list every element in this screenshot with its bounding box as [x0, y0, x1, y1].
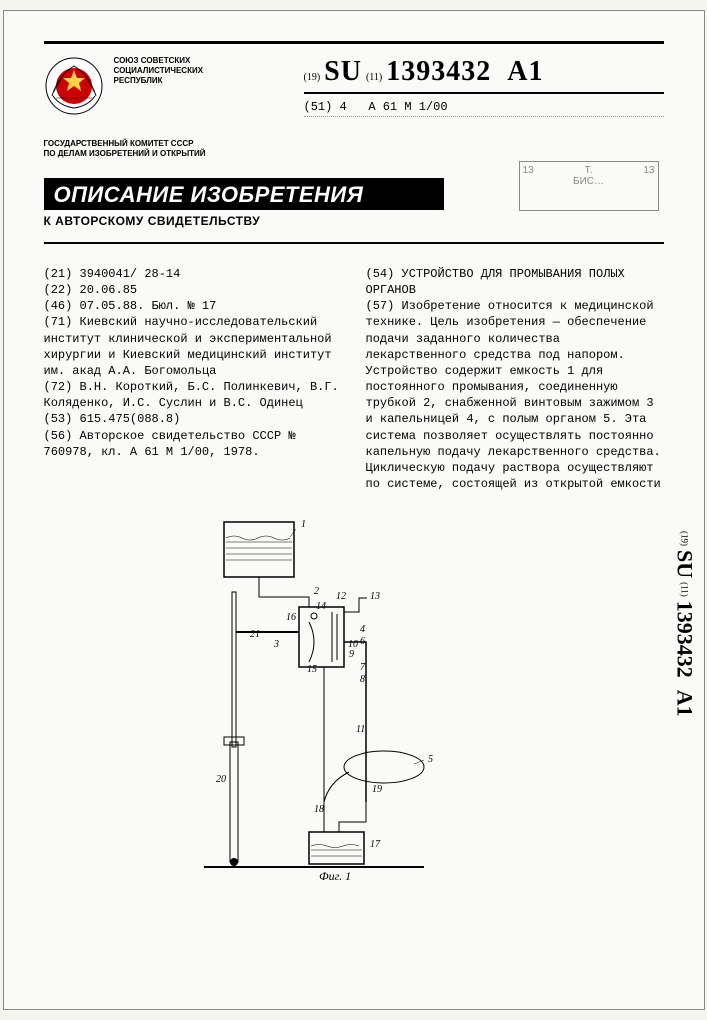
union-line: СОЮЗ СОВЕТСКИХ	[114, 56, 254, 66]
field-56: (56) Авторское свидетельство СССР № 7609…	[44, 428, 342, 460]
svg-text:15: 15	[307, 664, 317, 675]
svg-text:21: 21	[250, 629, 260, 640]
svg-text:7: 7	[360, 662, 366, 673]
bibliographic-columns: (21) 3940041/ 28-14 (22) 20.06.85 (46) 0…	[44, 266, 664, 493]
field-46: (46) 07.05.88. Бюл. № 17	[44, 298, 342, 314]
svg-text:17: 17	[370, 839, 381, 850]
ipc-code: A 61 M 1/00	[368, 100, 447, 114]
ussr-emblem-icon	[44, 56, 104, 116]
svg-text:9: 9	[349, 649, 354, 660]
right-column: (54) УСТРОЙСТВО ДЛЯ ПРОМЫВАНИЯ ПОЛЫХ ОРГ…	[366, 266, 664, 493]
field-21: (21) 3940041/ 28-14	[44, 266, 342, 282]
field-72: (72) В.Н. Короткий, Б.С. Полинкевич, В.Г…	[44, 379, 342, 411]
left-column: (21) 3940041/ 28-14 (22) 20.06.85 (46) 0…	[44, 266, 342, 493]
spine-kind: A1	[673, 690, 698, 717]
spine-country-prefix: (19)	[680, 531, 690, 546]
spine-country: SU	[673, 550, 698, 578]
field-57: (57) Изобретение относится к медицинской…	[366, 298, 664, 492]
patent-page: СОЮЗ СОВЕТСКИХ СОЦИАЛИСТИЧЕСКИХ РЕСПУБЛИ…	[3, 10, 705, 1010]
main-title: ОПИСАНИЕ ИЗОБРЕТЕНИЯ	[44, 178, 444, 210]
svg-text:6: 6	[360, 636, 365, 647]
library-stamp: 13 Т. 13 БИС…	[519, 161, 659, 211]
header: СОЮЗ СОВЕТСКИХ СОЦИАЛИСТИЧЕСКИХ РЕСПУБЛИ…	[44, 56, 664, 117]
stamp-text: БИС…	[523, 176, 655, 187]
svg-text:10: 10	[348, 639, 358, 650]
union-line: РЕСПУБЛИК	[114, 76, 254, 86]
svg-text:12: 12	[336, 591, 346, 602]
stamp-t: Т.	[585, 165, 593, 176]
spine-number: (19) SU (11) 1393432 A1	[672, 531, 698, 717]
union-line: СОЦИАЛИСТИЧЕСКИХ	[114, 66, 254, 76]
stamp-num: 13	[643, 165, 654, 176]
svg-text:2: 2	[314, 586, 319, 597]
svg-text:4: 4	[360, 624, 365, 635]
apparatus-diagram-icon: 1 2 3 4 5 6 7 8 9 10 11 12 13 14 15 16 1…	[164, 502, 464, 882]
field-53: (53) 615.475(088.8)	[44, 411, 342, 427]
union-text: СОЮЗ СОВЕТСКИХ СОЦИАЛИСТИЧЕСКИХ РЕСПУБЛИ…	[114, 56, 254, 117]
svg-text:19: 19	[372, 784, 382, 795]
field-22: (22) 20.06.85	[44, 282, 342, 298]
spine-patent-number: 1393432	[673, 601, 698, 678]
document-number: (19) SU (11) 1393432 A1	[304, 56, 664, 94]
ipc-classification: (51) 4 A 61 M 1/00	[304, 100, 664, 117]
svg-text:13: 13	[370, 591, 380, 602]
country-prefix: (19)	[304, 72, 321, 83]
svg-text:8: 8	[360, 674, 365, 685]
svg-text:11: 11	[356, 724, 365, 735]
figure-caption: Фиг. 1	[319, 869, 351, 882]
top-rule	[44, 41, 664, 44]
svg-text:1: 1	[301, 519, 306, 530]
stamp-num: 13	[523, 165, 534, 176]
svg-text:3: 3	[273, 639, 279, 650]
svg-text:5: 5	[428, 754, 433, 765]
field-71: (71) Киевский научно-исследовательский и…	[44, 314, 342, 379]
patent-number: 1393432	[386, 56, 491, 87]
svg-text:16: 16	[286, 612, 296, 623]
svg-text:14: 14	[316, 601, 326, 612]
committee-line: ГОСУДАРСТВЕННЫЙ КОМИТЕТ СССР	[44, 139, 254, 149]
committee-line: ПО ДЕЛАМ ИЗОБРЕТЕНИЙ И ОТКРЫТИЙ	[44, 149, 254, 159]
subtitle: К АВТОРСКОМУ СВИДЕТЕЛЬСТВУ	[44, 214, 664, 244]
ipc-prefix: (51) 4	[304, 100, 347, 114]
publication-header: (19) SU (11) 1393432 A1 (51) 4 A 61 M 1/…	[264, 56, 664, 117]
number-prefix: (11)	[366, 72, 382, 83]
field-54: (54) УСТРОЙСТВО ДЛЯ ПРОМЫВАНИЯ ПОЛЫХ ОРГ…	[366, 266, 664, 298]
committee-text: ГОСУДАРСТВЕННЫЙ КОМИТЕТ СССР ПО ДЕЛАМ ИЗ…	[44, 139, 254, 160]
country-code: SU	[324, 56, 362, 87]
spine-num-prefix: (11)	[680, 582, 690, 597]
kind-code: A1	[507, 56, 543, 87]
svg-text:18: 18	[314, 804, 324, 815]
svg-text:20: 20	[216, 774, 226, 785]
figure-1: 1 2 3 4 5 6 7 8 9 10 11 12 13 14 15 16 1…	[44, 502, 664, 882]
